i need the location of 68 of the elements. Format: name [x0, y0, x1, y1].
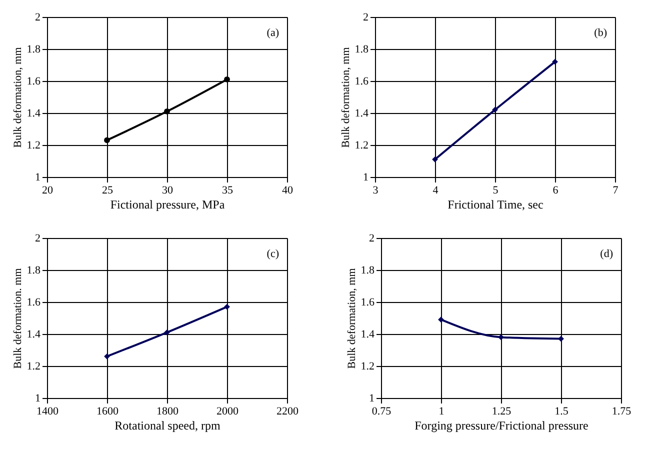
- x-tick-label: 1800: [156, 406, 179, 418]
- y-axis-title: Bulk deformation. mm: [12, 268, 24, 369]
- y-tick-label: 1.2: [26, 360, 40, 372]
- y-tick-label: 2: [35, 12, 40, 24]
- x-tick-label: 35: [222, 184, 234, 196]
- point: [164, 329, 170, 336]
- y-tick-label: 1.2: [26, 140, 40, 152]
- point: [498, 334, 504, 340]
- y-axis-title: Bulk deformation, mm: [346, 268, 358, 369]
- y-tick-label: 1.8: [26, 44, 41, 56]
- point: [164, 108, 170, 114]
- annotation: (d): [600, 248, 614, 260]
- y-tick-label: 1.4: [26, 108, 41, 120]
- y-tick-label: 1.6: [26, 76, 41, 88]
- point: [104, 353, 110, 360]
- y-axis-title: Bulk deformation, mm: [12, 46, 24, 148]
- annotation: (a): [266, 27, 280, 39]
- point: [492, 106, 498, 113]
- point: [552, 58, 558, 65]
- x-tick-label: 1.25: [492, 406, 512, 418]
- x-tick-label: 1600: [96, 406, 119, 418]
- y-tick-label: 1.8: [360, 264, 375, 276]
- y-tick-label: 1.6: [360, 296, 375, 308]
- x-tick-label: 7: [612, 184, 619, 196]
- y-tick-label: 2: [369, 232, 374, 244]
- point: [224, 76, 230, 82]
- y-tick-label: 1.4: [26, 328, 41, 340]
- annotation: (c): [266, 248, 280, 260]
- y-axis-title: Bulk deformation, mm: [340, 46, 352, 148]
- x-tick-label: 30: [162, 184, 174, 196]
- x-tick-label: 4: [432, 184, 439, 196]
- x-tick-label: 2000: [216, 406, 239, 418]
- x-axis-title: Forging pressure/Frictional pressure: [414, 418, 588, 432]
- x-tick-label: 20: [42, 184, 54, 196]
- x-tick-label: 5: [492, 184, 499, 196]
- x-tick-label: 40: [282, 184, 294, 196]
- x-axis-title: Frictional Time, sec: [448, 198, 544, 212]
- point: [104, 137, 110, 144]
- y-tick-label: 1: [369, 392, 374, 404]
- y-tick-label: 1.8: [354, 44, 369, 56]
- y-tick-label: 1.4: [360, 328, 375, 340]
- y-tick-label: 1: [35, 172, 40, 184]
- annotation: (b): [594, 27, 608, 39]
- point: [224, 304, 230, 310]
- y-tick-label: 2: [363, 12, 368, 24]
- x-tick-label: 25: [102, 184, 114, 196]
- x-tick-label: 1400: [36, 406, 59, 418]
- y-tick-label: 1.2: [354, 140, 368, 152]
- y-tick-label: 1.6: [354, 76, 369, 88]
- x-tick-label: 1.75: [612, 406, 632, 418]
- y-tick-label: 1.2: [360, 360, 374, 372]
- x-tick-label: 1.5: [554, 406, 569, 418]
- x-tick-label: 2200: [276, 406, 299, 418]
- x-tick-label: 0.75: [372, 406, 392, 418]
- x-axis-title: Rotational speed, rpm: [114, 418, 221, 432]
- y-tick-label: 1.4: [354, 108, 369, 120]
- point: [558, 336, 564, 342]
- x-axis-title: Fictional pressure, MPa: [110, 198, 226, 212]
- y-tick-label: 1.8: [26, 264, 41, 276]
- x-tick-label: 1: [438, 406, 444, 418]
- y-tick-label: 1.6: [26, 296, 41, 308]
- y-tick-label: 2: [35, 232, 40, 244]
- point: [432, 156, 438, 162]
- y-tick-label: 1: [363, 172, 368, 184]
- x-tick-label: 6: [552, 184, 559, 196]
- y-tick-label: 1: [35, 392, 40, 404]
- point: [438, 316, 444, 323]
- x-tick-label: 3: [372, 184, 379, 196]
